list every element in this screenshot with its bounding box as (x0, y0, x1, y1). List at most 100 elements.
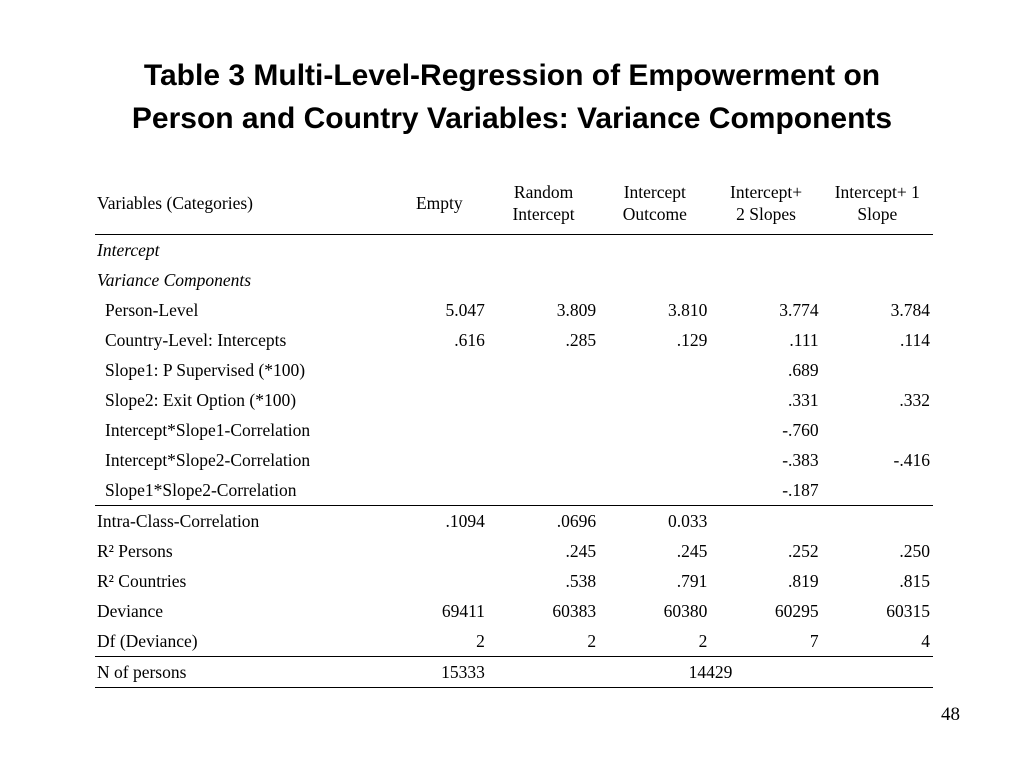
value-cell (488, 475, 599, 506)
value-cell (710, 265, 821, 295)
value-cell: -.187 (782, 480, 819, 500)
slide-title-line-2: Person and Country Variables: Variance C… (131, 102, 893, 135)
value-cell: .332 (899, 390, 930, 410)
row-label: Slope1: P Supervised (*100) (105, 360, 306, 380)
value-cell: 60380 (663, 601, 708, 621)
row-label: N of persons (95, 656, 391, 688)
value-cell: 3.810 (668, 300, 708, 320)
value-cell: .815 (899, 571, 930, 591)
row-label: Slope1*Slope2-Correlation (105, 480, 297, 500)
slide-title: Table 3 Multi-Level-Regression of Empowe… (0, 54, 1024, 140)
value-cell (599, 355, 710, 385)
value-cell (822, 265, 933, 295)
row-label: Df (Deviance) (97, 631, 198, 651)
value-cell: .129 (676, 330, 708, 350)
value-cell: 3.784 (890, 300, 930, 320)
value-cell (822, 475, 933, 506)
value-cell: .1094 (390, 505, 488, 536)
value-cell (488, 235, 599, 266)
value-cell: 5.047 (445, 300, 485, 320)
value-cell (599, 445, 710, 475)
row-label: Intercept (97, 240, 160, 260)
column-header: Intercept+ 1 Slope (821, 177, 933, 235)
value-cell: .111 (789, 330, 819, 350)
table-row: Deviance 69411 60383 60380 60295 60315 (95, 596, 933, 626)
table-row: R² Persons .245 .245 .252 .250 (95, 536, 933, 566)
value-cell: 7 (809, 631, 819, 651)
header-row: Variables (Categories) Empty Random Interc… (95, 177, 933, 235)
value-cell (391, 445, 488, 475)
table-body: Intercept Variance Components Person-Level… (95, 235, 933, 688)
table-row: Person-Level 5.047 3.809 3.810 3.774 3.784 (95, 295, 933, 325)
value-cell (599, 415, 710, 445)
column-header: Random Intercept (487, 177, 600, 235)
table-row: N of persons 15333 14429 (95, 656, 933, 688)
table-row: Intercept*Slope1-Correlation -.760 (95, 415, 933, 445)
value-cell (821, 505, 933, 536)
value-cell (822, 235, 933, 266)
value-cell: .791 (676, 571, 708, 591)
value-cell: .245 (676, 541, 708, 561)
value-cell: .250 (899, 541, 930, 561)
value-cell (391, 385, 488, 415)
value-cell: 3.774 (779, 300, 819, 320)
row-label: Slope2: Exit Option (*100) (105, 390, 297, 410)
table-row: Intercept (95, 235, 933, 266)
value-cell: .616 (454, 330, 485, 350)
value-cell (488, 415, 599, 445)
column-header: Intercept+ 2 Slopes (710, 177, 822, 235)
value-cell (391, 536, 488, 566)
value-cell (822, 415, 933, 445)
value-cell (488, 445, 599, 475)
value-cell: 2 (587, 631, 597, 651)
column-header: Intercept Outcome (599, 177, 711, 235)
row-label: Deviance (97, 601, 164, 621)
row-label: Intercept*Slope1-Correlation (105, 420, 311, 440)
row-label: Variance Components (97, 270, 252, 290)
value-cell: 2 (476, 631, 485, 651)
value-cell: 15333 (390, 656, 488, 688)
value-cell (391, 566, 488, 596)
table-row: Slope1: P Supervised (*100) .689 (95, 355, 933, 385)
value-cell (488, 385, 599, 415)
value-cell: .245 (565, 541, 597, 561)
value-cell (391, 475, 488, 506)
variance-components-table: Variables (Categories) Empty Random Interc… (95, 177, 933, 688)
value-cell (488, 265, 599, 295)
value-cell: .0696 (487, 505, 600, 536)
row-label: Country-Level: Intercepts (105, 330, 287, 350)
table-header: Variables (Categories) Empty Random Interc… (95, 177, 933, 235)
row-label: Intra-Class-Correlation (95, 505, 391, 536)
value-cell (710, 235, 821, 266)
table-row: Df (Deviance) 2 2 2 7 4 (95, 626, 933, 657)
row-label: Intercept*Slope2-Correlation (105, 450, 311, 470)
value-cell: 0.033 (599, 505, 711, 536)
value-cell (391, 415, 488, 445)
value-cell (599, 265, 710, 295)
row-label: R² Persons (97, 541, 173, 561)
table-row: R² Countries .538 .791 .819 .815 (95, 566, 933, 596)
value-cell: .819 (788, 571, 819, 591)
value-cell (599, 385, 710, 415)
value-cell: -.383 (782, 450, 819, 470)
value-cell: .331 (788, 390, 819, 410)
table-row: Country-Level: Intercepts .616 .285 .129 .11… (95, 325, 933, 355)
table-row: Slope1*Slope2-Correlation -.187 (95, 475, 933, 506)
value-cell: 60315 (886, 601, 930, 621)
value-cell (599, 235, 710, 266)
value-cell: .285 (565, 330, 597, 350)
value-cell: -.760 (782, 420, 819, 440)
value-cell (488, 355, 599, 385)
value-cell (822, 355, 933, 385)
value-cell: -.416 (893, 450, 930, 470)
value-cell: 60295 (774, 601, 819, 621)
value-cell (391, 265, 488, 295)
table-row: Intercept*Slope2-Correlation -.383 -.416 (95, 445, 933, 475)
value-cell-spanned: 14429 (487, 656, 933, 688)
value-cell (391, 355, 488, 385)
table-row: Variance Components (95, 265, 933, 295)
page-number: 48 (941, 704, 960, 725)
value-cell: .538 (565, 571, 597, 591)
table-row: Slope2: Exit Option (*100) .331 .332 (95, 385, 933, 415)
